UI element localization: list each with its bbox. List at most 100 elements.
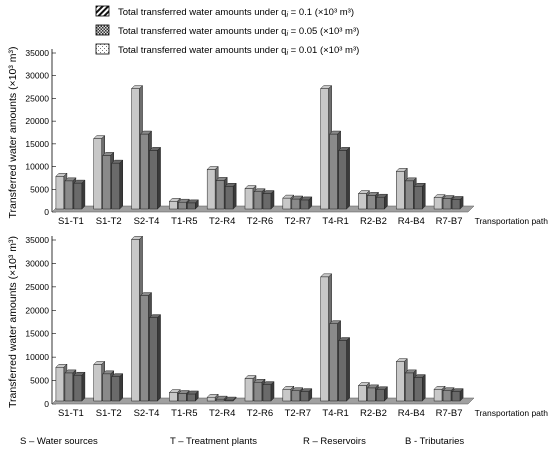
chart-top: 0 5000 10000 15000 20000 25000 30000 35000 Trans… [7,46,548,227]
bar-front [187,202,196,210]
legend-item-2: Total transferred water amounts under qi… [95,24,359,38]
bar-front [102,373,111,402]
bar-T2-R4-s2 [215,395,228,402]
y-tick-label: 10000 [25,162,49,172]
bar-front [244,378,254,402]
bar-front [253,191,263,210]
bar-side [232,396,237,402]
bar-S1-T1-s3 [73,179,86,210]
bar-front [320,88,329,210]
bar-front [73,182,83,210]
legend-label-2: Total transferred water amounts under q [118,26,286,37]
bar-front [300,199,310,210]
legend-tail-1: = 0.1 (×10³ m³) [288,7,354,18]
x-category-label: S1-T1 [58,216,84,227]
bar-front [396,361,405,402]
bar-front [451,199,461,210]
bar-side [119,373,123,402]
bar-side [384,193,388,210]
bar-front [206,397,216,402]
bar-side [422,182,426,210]
y-tick-label: 20000 [25,116,49,126]
x-category-label: R7-B7 [436,408,463,419]
bar-front [358,385,367,402]
bar-front [358,193,367,210]
bar-side [157,146,161,210]
bar-T1-R5-s2 [177,198,190,210]
y-tick-label: 30000 [25,71,49,81]
x-category-label: T2-R7 [285,408,311,419]
legend-item-3: Total transferred water amounts under qi… [95,43,359,57]
x-category-label: R7-B7 [436,216,463,227]
bar-side [119,159,123,210]
x-category-label: R2-B2 [360,216,387,227]
bar-side [459,388,464,402]
bar-side [346,336,350,402]
bar-front [131,88,140,210]
y-tick-label: 30000 [25,258,49,268]
bar-R4-B4-s3 [413,373,426,402]
bar-side [270,380,275,402]
bar-front [64,180,74,210]
bar-front [131,239,140,402]
bar-front [329,133,338,210]
y-tick-label: 15000 [25,329,49,339]
x-category-label: T4-R1 [322,408,348,419]
bar-side [308,388,313,402]
bar-front [291,198,301,210]
bar-front [396,171,405,210]
legend-tail-3: = 0.01 (×10³ m³) [288,45,359,56]
abbreviation-legend: S – Water sources T – Treatment plants R… [20,436,464,447]
svg-text:Total transferred water amount: Total transferred water amounts under qi… [118,7,354,19]
legend-swatch-2 [95,24,110,36]
legend-item-1: Total transferred water amounts under qi… [95,5,354,19]
x-axis-label: Transportation path [475,408,549,418]
bar-R7-B7-s3 [451,195,464,210]
bar-front [329,323,338,402]
bar-T1-R5-s3 [186,199,199,210]
x-category-label: S2-T4 [134,216,160,227]
y-tick-label: 0 [44,399,49,409]
bar-side [81,179,86,210]
bar-T2-R4-s3 [224,396,237,402]
y-tick-label: 0 [44,207,49,217]
abbr-water-sources: S – Water sources [20,436,98,447]
bar-T2-R4-s3 [224,182,237,210]
bar-front [93,138,102,210]
bar-front [169,201,178,210]
bar-front [215,180,225,210]
bar-front [55,367,65,402]
bar-S2-T4-s3 [148,313,162,402]
bar-front [169,392,178,402]
bar-front [244,188,254,210]
bar-T2-R7-s3 [300,388,313,402]
bar-S1-T2-s3 [111,373,124,402]
bar-front [338,340,347,402]
y-tick-label: 10000 [25,352,49,362]
bar-front [64,372,74,402]
bar-side [195,199,199,210]
y-tick-label: 25000 [25,282,49,292]
bar-front [367,387,376,402]
bar-front [405,180,414,210]
x-category-label: T2-R6 [247,216,273,227]
bar-front [140,295,149,402]
bar-T2-R6-s3 [262,380,275,402]
legend-label-3: Total transferred water amounts under q [118,45,286,56]
bar-T1-R5-s3 [186,390,199,402]
bar-S1-T1-s3 [73,371,86,402]
bar-T4-R1-s3 [338,146,351,210]
bar-front [73,374,83,402]
bar-front [178,201,187,210]
bar-front [178,393,187,402]
legend-sub-3: i [286,50,288,57]
bar-side [195,390,199,402]
bar-side [81,371,86,402]
y-axis-label: Transferred water amounts (×10³ m³) [7,236,19,408]
bar-side [308,196,313,210]
bar-front [442,390,452,402]
x-category-label: S2-T4 [134,408,160,419]
bar-R4-B4-s3 [413,182,426,210]
x-category-label: S1-T2 [96,408,122,419]
